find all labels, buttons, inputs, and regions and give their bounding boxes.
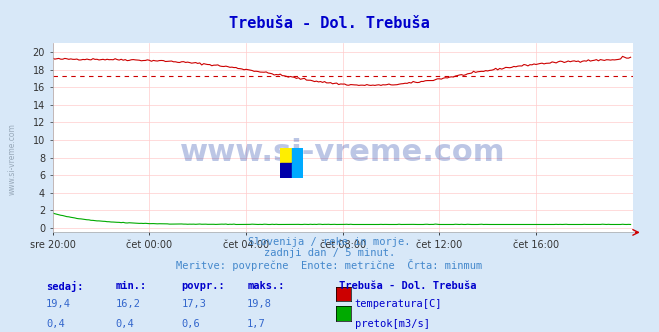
Text: Trebuša - Dol. Trebuša: Trebuša - Dol. Trebuša xyxy=(229,16,430,31)
Text: 16,2: 16,2 xyxy=(115,299,140,309)
Text: 19,4: 19,4 xyxy=(46,299,71,309)
Text: zadnji dan / 5 minut.: zadnji dan / 5 minut. xyxy=(264,248,395,258)
Text: 1,7: 1,7 xyxy=(247,319,266,329)
Text: www.si-vreme.com: www.si-vreme.com xyxy=(8,124,17,195)
Text: povpr.:: povpr.: xyxy=(181,281,225,290)
Text: 19,8: 19,8 xyxy=(247,299,272,309)
Text: temperatura[C]: temperatura[C] xyxy=(355,299,442,309)
Text: www.si-vreme.com: www.si-vreme.com xyxy=(180,138,505,167)
Bar xyxy=(280,163,291,178)
Text: Meritve: povprečne  Enote: metrične  Črta: minmum: Meritve: povprečne Enote: metrične Črta:… xyxy=(177,259,482,271)
Text: 17,3: 17,3 xyxy=(181,299,206,309)
Text: Slovenija / reke in morje.: Slovenija / reke in morje. xyxy=(248,237,411,247)
Bar xyxy=(280,148,291,163)
Bar xyxy=(291,148,303,163)
Text: 0,4: 0,4 xyxy=(46,319,65,329)
Text: maks.:: maks.: xyxy=(247,281,285,290)
Text: min.:: min.: xyxy=(115,281,146,290)
Text: pretok[m3/s]: pretok[m3/s] xyxy=(355,319,430,329)
Text: sedaj:: sedaj: xyxy=(46,281,84,291)
Text: Trebuša - Dol. Trebuša: Trebuša - Dol. Trebuša xyxy=(339,281,477,290)
Text: 0,4: 0,4 xyxy=(115,319,134,329)
Bar xyxy=(291,163,303,178)
Text: 0,6: 0,6 xyxy=(181,319,200,329)
